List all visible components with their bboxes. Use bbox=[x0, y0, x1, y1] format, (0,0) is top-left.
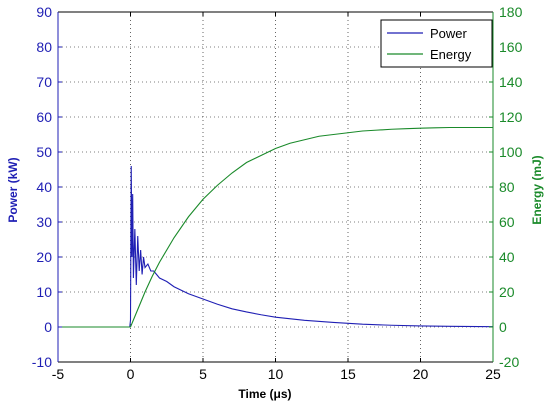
series-layer bbox=[58, 126, 494, 328]
left-y-tick-label: 20 bbox=[36, 249, 52, 265]
right-y-axis-label: Energy (mJ) bbox=[530, 155, 544, 224]
x-axis-label: Time (μs) bbox=[238, 387, 291, 401]
right-y-tick-label: 0 bbox=[499, 319, 507, 335]
x-tick-label: 10 bbox=[268, 366, 284, 382]
x-tick-label: 5 bbox=[199, 366, 207, 382]
right-y-tick-label: 40 bbox=[499, 249, 515, 265]
right-y-tick-label: 180 bbox=[499, 4, 523, 20]
left-y-tick-label: 90 bbox=[36, 4, 52, 20]
legend-power-label: Power bbox=[430, 26, 468, 41]
series-line-energy bbox=[58, 126, 493, 328]
legend: Power Energy bbox=[380, 19, 493, 68]
right-y-tick-label: 20 bbox=[499, 284, 515, 300]
right-y-tick-label: 140 bbox=[499, 74, 523, 90]
legend-box bbox=[380, 19, 493, 68]
right-y-tick-label: 80 bbox=[499, 179, 515, 195]
left-y-axis-label: Power (kW) bbox=[6, 157, 20, 222]
left-y-tick-label: 60 bbox=[36, 109, 52, 125]
right-y-tick-label: 120 bbox=[499, 109, 523, 125]
left-y-tick-label: 50 bbox=[36, 144, 52, 160]
x-tick-label: 20 bbox=[413, 366, 429, 382]
x-tick-label: 0 bbox=[127, 366, 135, 382]
x-tick-label: 25 bbox=[485, 366, 501, 382]
left-y-tick-label: 30 bbox=[36, 214, 52, 230]
right-y-tick-label: 60 bbox=[499, 214, 515, 230]
left-y-tick-label: 70 bbox=[36, 74, 52, 90]
x-tick-label: 15 bbox=[340, 366, 356, 382]
tick-labels: -5 0 5 10 15 20 25 -10 0 10 20 30 40 50 60 70 80 90 -20 0 20… bbox=[32, 4, 523, 382]
left-y-tick-label: 40 bbox=[36, 179, 52, 195]
right-y-tick-label: -20 bbox=[499, 354, 519, 370]
legend-energy-label: Energy bbox=[430, 47, 472, 62]
right-y-tick-label: 160 bbox=[499, 39, 523, 55]
left-y-tick-label: -10 bbox=[32, 354, 52, 370]
x-tick-label: -5 bbox=[52, 366, 65, 382]
left-y-tick-label: 10 bbox=[36, 284, 52, 300]
left-y-tick-label: 0 bbox=[44, 319, 52, 335]
right-y-tick-label: 100 bbox=[499, 144, 523, 160]
series-line-power bbox=[58, 165, 494, 328]
left-y-tick-label: 80 bbox=[36, 39, 52, 55]
axes bbox=[57, 11, 494, 363]
